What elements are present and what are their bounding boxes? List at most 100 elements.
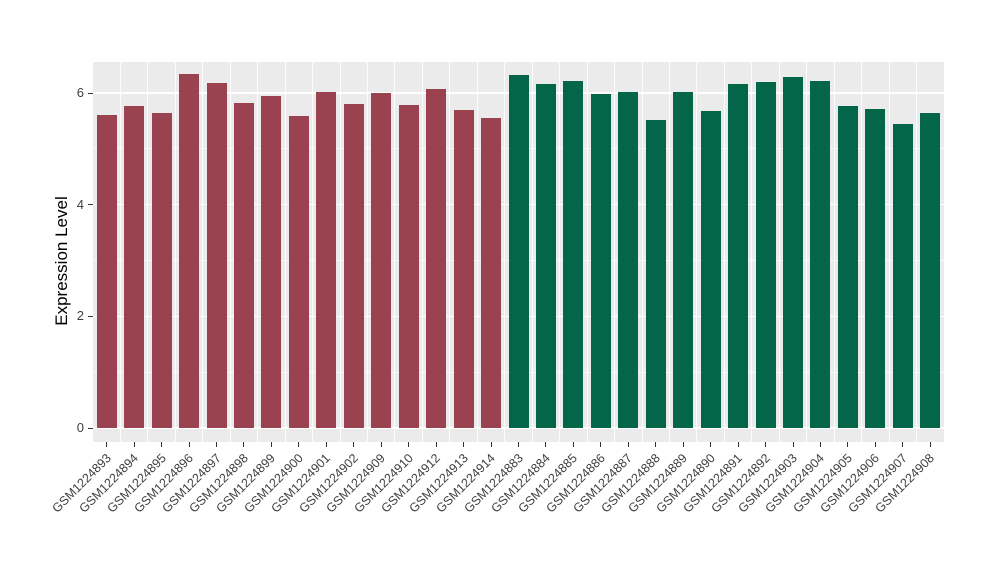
y-tick-label: 4 (76, 196, 84, 212)
bar (206, 82, 227, 428)
bar (728, 83, 749, 428)
bar (261, 96, 282, 428)
gridline-vertical (202, 62, 204, 442)
gridline-vertical (531, 62, 533, 442)
x-tick-mark (545, 442, 547, 447)
gridline-vertical (119, 62, 121, 442)
gridline-vertical (476, 62, 478, 442)
x-tick-mark (737, 442, 739, 447)
gridline-vertical (174, 62, 176, 442)
bar (810, 80, 831, 428)
gridline-vertical (778, 62, 780, 442)
bar (755, 81, 776, 428)
gridline-vertical (723, 62, 725, 442)
x-tick-mark (161, 442, 163, 447)
bar (371, 93, 392, 428)
gridline-vertical (504, 62, 506, 442)
x-tick-mark (710, 442, 712, 447)
y-tick-mark (88, 92, 93, 94)
gridline-vertical (257, 62, 259, 442)
x-tick-mark (572, 442, 574, 447)
bar (481, 117, 502, 428)
x-tick-mark (408, 442, 410, 447)
x-tick-mark (243, 442, 245, 447)
bar (426, 89, 447, 428)
gridline-vertical (147, 62, 149, 442)
x-tick-mark (682, 442, 684, 447)
x-tick-mark (435, 442, 437, 447)
gridline-major-horizontal (93, 427, 944, 429)
y-tick-label: 0 (76, 420, 84, 435)
y-tick-mark (88, 204, 93, 206)
gridline-vertical (229, 62, 231, 442)
gridline-vertical (806, 62, 808, 442)
gridline-vertical (559, 62, 561, 442)
gridline-vertical (668, 62, 670, 442)
y-tick-mark (88, 427, 93, 429)
bar (124, 106, 145, 428)
gridline-vertical (916, 62, 918, 442)
gridline-vertical (751, 62, 753, 442)
x-tick-mark (298, 442, 300, 447)
bar (783, 77, 804, 428)
x-tick-mark (874, 442, 876, 447)
x-tick-mark (353, 442, 355, 447)
gridline-vertical (641, 62, 643, 442)
gridline-vertical (312, 62, 314, 442)
x-tick-mark (765, 442, 767, 447)
x-tick-mark (490, 442, 492, 447)
x-tick-mark (819, 442, 821, 447)
bar (563, 81, 584, 428)
plot-panel (93, 62, 944, 442)
x-tick-mark (216, 442, 218, 447)
bar (453, 110, 474, 428)
y-tick-label: 6 (76, 85, 84, 101)
gridline-vertical (614, 62, 616, 442)
gridline-vertical (449, 62, 451, 442)
x-tick-mark (902, 442, 904, 447)
bar (233, 103, 254, 428)
bar (892, 123, 913, 428)
bar (645, 120, 666, 428)
x-tick-mark (792, 442, 794, 447)
bar (508, 74, 529, 428)
gridline-vertical (696, 62, 698, 442)
gridline-vertical (339, 62, 341, 442)
bar (398, 105, 419, 428)
gridline-vertical (888, 62, 890, 442)
y-tick-mark (88, 315, 93, 317)
bar (179, 74, 200, 428)
bar (865, 109, 886, 428)
bar (837, 106, 858, 428)
bar (96, 114, 117, 428)
bar (343, 104, 364, 428)
gridline-vertical (861, 62, 863, 442)
gridline-vertical (421, 62, 423, 442)
gridline-vertical (394, 62, 396, 442)
x-tick-mark (463, 442, 465, 447)
gridline-vertical (833, 62, 835, 442)
x-tick-mark (518, 442, 519, 447)
gridline-vertical (367, 62, 369, 442)
bar (316, 91, 337, 428)
gridline-vertical (586, 62, 588, 442)
x-tick-mark (270, 442, 272, 447)
x-tick-mark (847, 442, 849, 447)
bar (673, 92, 694, 428)
x-tick-mark (133, 442, 135, 447)
bar (590, 93, 611, 428)
gridline-vertical (284, 62, 286, 442)
x-tick-mark (600, 442, 602, 447)
bar (535, 84, 556, 428)
x-tick-mark (627, 442, 629, 447)
y-axis-title: Expression Level (52, 196, 71, 326)
x-tick-mark (929, 442, 931, 447)
x-tick-mark (188, 442, 190, 447)
bar (700, 110, 721, 428)
x-tick-mark (325, 442, 327, 447)
bar (288, 116, 309, 428)
y-tick-label: 2 (76, 308, 84, 324)
x-tick-mark (106, 442, 108, 447)
bar (920, 113, 941, 428)
